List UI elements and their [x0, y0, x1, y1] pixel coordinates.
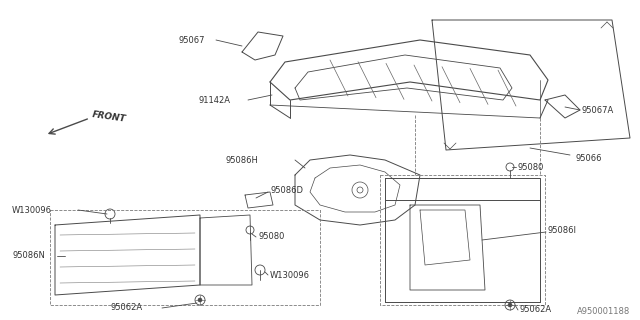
Text: 95067: 95067: [178, 36, 205, 44]
Text: 95066: 95066: [575, 154, 602, 163]
Text: W130096: W130096: [12, 205, 52, 214]
Text: W130096: W130096: [270, 270, 310, 279]
Circle shape: [198, 298, 202, 302]
Text: 95086H: 95086H: [225, 156, 258, 164]
Text: 95062A: 95062A: [110, 303, 142, 313]
Text: 95080: 95080: [518, 163, 545, 172]
Text: A950001188: A950001188: [577, 308, 630, 316]
Text: 95067A: 95067A: [582, 106, 614, 115]
Text: 91142A: 91142A: [198, 95, 230, 105]
Text: 95062A: 95062A: [520, 306, 552, 315]
Text: 95080: 95080: [258, 231, 284, 241]
Text: 95086N: 95086N: [12, 252, 45, 260]
Text: 95086I: 95086I: [548, 226, 577, 235]
Text: FRONT: FRONT: [92, 110, 127, 124]
Text: 95086D: 95086D: [270, 186, 303, 195]
Circle shape: [508, 303, 512, 307]
